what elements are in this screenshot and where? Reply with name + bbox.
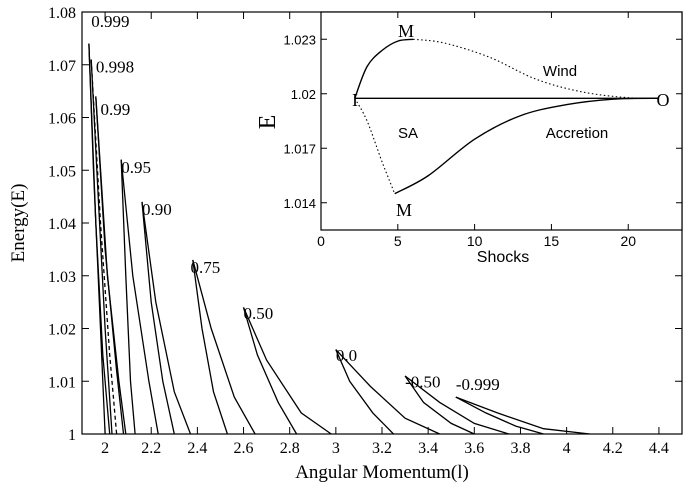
inset-curve-solid [354,38,414,99]
series-curve-lower [141,201,175,435]
series-curve-upper [95,96,125,435]
main-y-tick-label: 1.07 [48,58,76,75]
series-label: 0.0 [336,346,357,365]
series-label: 0.90 [142,200,172,219]
main-y-tick-label: 1.04 [48,216,76,233]
series-label: 0.50 [244,304,274,323]
series-label: 0.999 [91,12,129,31]
main-y-tick-label: 1.01 [48,374,76,391]
inset-curve-solid [394,97,660,195]
inset-annotation-sa: SA [398,125,418,142]
inset-plot: 0 5 10 15 20 1.014 1.017 1.02 1.023 Shocks E M M… [255,11,683,266]
main-y-tick-label: 1.02 [48,322,76,339]
main-x-axis-label: Angular Momentum(l) [295,462,469,483]
series-curve-lower [242,307,298,435]
main-x-tick-label: 2.4 [187,440,207,457]
series-label: 0.75 [190,258,220,277]
main-series [88,43,590,435]
series-curve-lower [120,159,136,435]
inset-x-tick-label: 0 [317,233,325,249]
main-x-tick-label: 3.6 [464,440,484,457]
series-curve-upper [120,159,159,435]
main-x-tick-label: 2.8 [280,440,300,457]
series-label: 0.998 [96,58,134,77]
main-x-tick-label: 2.6 [234,440,254,457]
main-x-tick-label: 4.4 [649,440,669,457]
main-x-tick-label: 2.2 [141,440,161,457]
inset-annotation-i: I [352,90,358,110]
main-x-tick-label: 4 [563,440,571,457]
main-x-tick-label: 4.2 [603,440,623,457]
inset-plot-frame [320,11,683,231]
inset-annotation-accretion: Accretion [546,125,609,142]
inset-y-tick-label: 1.02 [291,87,316,102]
inset-annotation-m-top: M [398,21,414,41]
series-curve-upper [90,59,113,435]
main-y-tick-label: 1 [68,427,76,444]
series-curve-upper [242,307,332,435]
series-curve-lower [95,96,127,435]
inset-y-axis-label: E [255,115,281,130]
main-x-tick-label: 3 [332,440,340,457]
inset-y-tick-label: 1.017 [283,141,316,156]
inset-x-tick-label: 10 [467,233,483,249]
main-x-tick-label: 3.8 [510,440,530,457]
main-ticks: 2 2.2 2.4 2.6 2.8 3 3.2 3.4 3.6 3.8 4 4.2 4.4 1 1.01 1.… [48,5,682,457]
inset-x-tick-label: 5 [394,233,402,249]
series-curve-upper [335,349,440,435]
inset-y-tick-label: 1.014 [283,196,316,211]
main-x-tick-label: 3.4 [418,440,438,457]
main-x-tick-label: 3.2 [372,440,392,457]
series-label: 0.99 [100,100,130,119]
inset-annotation-wind: Wind [543,63,577,80]
series-curve-lower [335,349,394,435]
main-series-labels: 0.999 0.998 0.99 0.95 0.90 0.75 0.50 0.0 -0.50 -0… [91,12,500,394]
main-y-tick-label: 1.05 [48,163,76,180]
inset-x-axis-label: Shocks [477,249,529,266]
inset-ticks: 0 5 10 15 20 1.014 1.017 1.02 1.023 [283,12,682,249]
series-curve-upper [455,396,590,435]
series-label: -0.50 [405,373,440,392]
main-plot: 2 2.2 2.4 2.6 2.8 3 3.2 3.4 3.6 3.8 4 4.2 4.4 1 1.01 1.… [8,5,683,483]
inset-x-tick-label: 15 [544,233,560,249]
series-curve-lower [455,396,544,435]
series-curve-lower [192,259,229,435]
main-y-tick-label: 1.08 [48,5,76,22]
main-x-tick-label: 2 [101,440,109,457]
main-y-axis-label: Energy(E) [8,184,29,263]
series-curve-upper [404,375,510,435]
series-curve-upper [141,201,192,435]
inset-series [354,38,660,195]
series-curve-upper [88,43,106,435]
series-curve-lower [404,375,475,435]
main-y-tick-label: 1.03 [48,269,76,286]
inset-plot-background [321,12,682,230]
inset-x-tick-label: 20 [620,233,636,249]
inset-annotation-m-bottom: M [396,200,412,220]
series-label: -0.999 [456,375,500,394]
series-label: 0.95 [121,158,151,177]
series-curve-upper [192,259,256,435]
inset-y-tick-label: 1.023 [283,32,316,47]
main-y-tick-label: 1.06 [48,111,76,128]
inset-annotation-o: O [657,90,670,110]
